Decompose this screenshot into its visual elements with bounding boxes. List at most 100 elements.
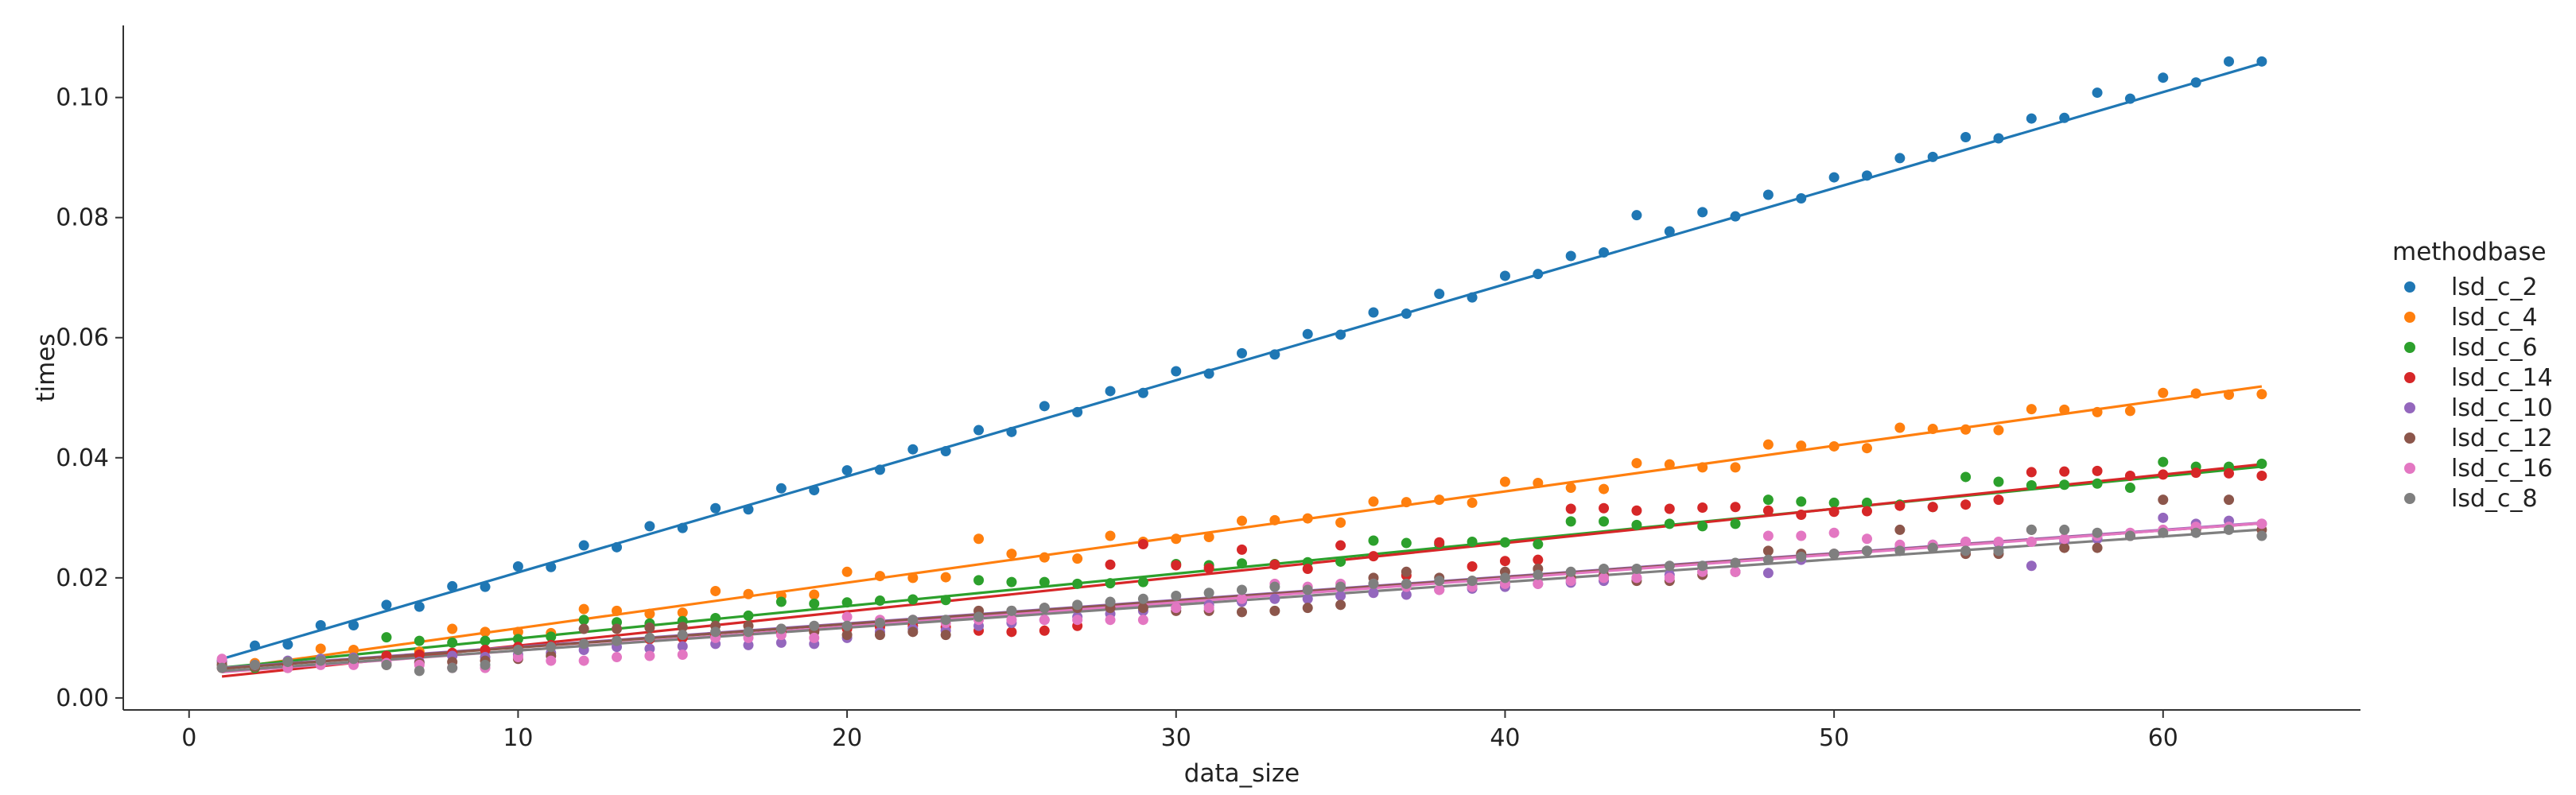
x-tick-label: 10 bbox=[503, 724, 533, 752]
data-point-lsd_c_6 bbox=[1039, 576, 1050, 588]
data-point-lsd_c_8 bbox=[1039, 603, 1050, 614]
data-point-lsd_c_8 bbox=[1401, 578, 1412, 589]
data-point-lsd_c_4 bbox=[348, 644, 359, 655]
data-point-lsd_c_10 bbox=[2026, 560, 2037, 572]
data-point-lsd_c_14 bbox=[1796, 510, 1807, 521]
data-point-lsd_c_8 bbox=[841, 620, 853, 631]
x-tick-label: 50 bbox=[1819, 724, 1849, 752]
data-point-lsd_c_4 bbox=[1302, 513, 1313, 524]
data-point-lsd_c_14 bbox=[1499, 556, 1510, 567]
data-point-lsd_c_10 bbox=[1368, 588, 1379, 599]
data-point-lsd_c_16 bbox=[1993, 537, 2004, 548]
data-point-lsd_c_2 bbox=[1467, 292, 1478, 303]
data-point-lsd_c_12 bbox=[940, 630, 951, 641]
data-point-lsd_c_2 bbox=[315, 620, 326, 631]
data-point-lsd_c_2 bbox=[1993, 133, 2004, 144]
data-point-lsd_c_2 bbox=[907, 444, 919, 455]
data-point-lsd_c_4 bbox=[644, 608, 655, 619]
data-point-lsd_c_12 bbox=[1894, 524, 1906, 535]
data-point-lsd_c_2 bbox=[1894, 153, 1906, 164]
data-point-lsd_c_2 bbox=[1072, 406, 1083, 417]
data-point-lsd_c_4 bbox=[2059, 404, 2070, 415]
data-point-lsd_c_2 bbox=[1927, 151, 1938, 162]
data-point-lsd_c_4 bbox=[1533, 478, 1544, 489]
legend-label-lsd_c_8: lsd_c_8 bbox=[2451, 485, 2538, 513]
data-point-lsd_c_2 bbox=[1039, 401, 1050, 412]
data-point-lsd_c_6 bbox=[940, 595, 951, 606]
y-tick-label: 0.06 bbox=[56, 324, 109, 352]
data-point-lsd_c_16 bbox=[644, 650, 655, 661]
data-point-lsd_c_8 bbox=[1335, 581, 1346, 592]
data-point-lsd_c_8 bbox=[1006, 605, 1017, 616]
legend-marker-lsd_c_12 bbox=[2404, 432, 2415, 444]
data-point-lsd_c_4 bbox=[841, 566, 853, 577]
data-point-lsd_c_8 bbox=[677, 630, 688, 641]
data-point-lsd_c_16 bbox=[612, 652, 623, 663]
data-point-lsd_c_8 bbox=[1171, 591, 1182, 601]
data-point-lsd_c_6 bbox=[2059, 479, 2070, 491]
data-point-lsd_c_14 bbox=[480, 644, 491, 655]
legend-marker-lsd_c_8 bbox=[2404, 493, 2415, 504]
data-point-lsd_c_4 bbox=[1631, 458, 1642, 469]
data-point-lsd_c_2 bbox=[1697, 207, 1708, 218]
x-tick-label: 20 bbox=[832, 724, 862, 752]
fit-line-lsd_c_4 bbox=[221, 385, 2263, 671]
data-point-lsd_c_2 bbox=[2092, 87, 2103, 99]
data-point-lsd_c_16 bbox=[1664, 572, 1675, 584]
data-point-lsd_c_4 bbox=[1335, 517, 1346, 528]
data-point-lsd_c_6 bbox=[1401, 537, 1412, 549]
data-point-lsd_c_8 bbox=[1533, 569, 1544, 580]
data-point-lsd_c_12 bbox=[1137, 603, 1148, 614]
x-axis-label: data_size bbox=[1184, 759, 1300, 788]
data-point-lsd_c_16 bbox=[578, 655, 589, 666]
legend-label-lsd_c_6: lsd_c_6 bbox=[2451, 334, 2538, 362]
y-tick-label: 0.10 bbox=[56, 84, 109, 112]
fit-lines bbox=[221, 62, 2263, 678]
data-point-lsd_c_4 bbox=[1072, 553, 1083, 564]
data-point-lsd_c_8 bbox=[1072, 599, 1083, 611]
x-tick-label: 60 bbox=[2148, 724, 2178, 752]
data-point-lsd_c_6 bbox=[2256, 458, 2267, 469]
data-point-lsd_c_16 bbox=[1730, 566, 1741, 577]
data-point-lsd_c_12 bbox=[2158, 494, 2169, 506]
data-point-lsd_c_16 bbox=[1171, 603, 1182, 614]
data-point-lsd_c_14 bbox=[1171, 560, 1182, 571]
data-point-lsd_c_6 bbox=[512, 634, 523, 645]
data-point-lsd_c_12 bbox=[2059, 542, 2070, 553]
data-point-lsd_c_16 bbox=[1828, 527, 1840, 538]
data-point-lsd_c_4 bbox=[1796, 440, 1807, 452]
data-point-lsd_c_14 bbox=[1730, 502, 1741, 513]
data-point-lsd_c_14 bbox=[1861, 506, 1872, 517]
data-point-lsd_c_14 bbox=[1599, 502, 1610, 514]
data-point-lsd_c_4 bbox=[2224, 389, 2235, 400]
data-point-lsd_c_8 bbox=[1203, 588, 1214, 599]
data-point-lsd_c_4 bbox=[874, 571, 885, 582]
data-point-lsd_c_4 bbox=[743, 588, 754, 599]
data-point-lsd_c_14 bbox=[2256, 470, 2267, 481]
data-point-lsd_c_14 bbox=[1302, 564, 1313, 575]
data-point-lsd_c_2 bbox=[973, 425, 985, 436]
data-point-lsd_c_6 bbox=[1467, 537, 1478, 548]
data-point-lsd_c_2 bbox=[677, 522, 688, 533]
data-point-lsd_c_8 bbox=[809, 620, 820, 631]
data-point-lsd_c_2 bbox=[1499, 270, 1510, 281]
data-point-lsd_c_10 bbox=[2158, 512, 2169, 523]
data-point-lsd_c_12 bbox=[874, 630, 885, 641]
data-point-lsd_c_12 bbox=[1237, 607, 1247, 618]
legend-title: methodbase bbox=[2392, 238, 2547, 266]
x-tick-label: 0 bbox=[181, 724, 196, 752]
data-point-lsd_c_8 bbox=[1237, 584, 1247, 595]
data-point-lsd_c_6 bbox=[2026, 480, 2037, 491]
data-point-lsd_c_2 bbox=[1762, 189, 1774, 200]
data-point-lsd_c_10 bbox=[743, 639, 754, 650]
data-point-lsd_c_2 bbox=[348, 620, 359, 631]
legend-label-lsd_c_12: lsd_c_12 bbox=[2451, 425, 2553, 452]
data-point-lsd_c_12 bbox=[612, 623, 623, 634]
data-point-lsd_c_4 bbox=[940, 572, 951, 583]
data-point-lsd_c_6 bbox=[1072, 578, 1083, 589]
data-point-lsd_c_14 bbox=[1664, 503, 1675, 514]
data-point-lsd_c_12 bbox=[841, 630, 853, 641]
data-point-lsd_c_2 bbox=[1335, 329, 1346, 340]
data-point-lsd_c_2 bbox=[2124, 93, 2135, 104]
data-point-lsd_c_6 bbox=[480, 635, 491, 646]
